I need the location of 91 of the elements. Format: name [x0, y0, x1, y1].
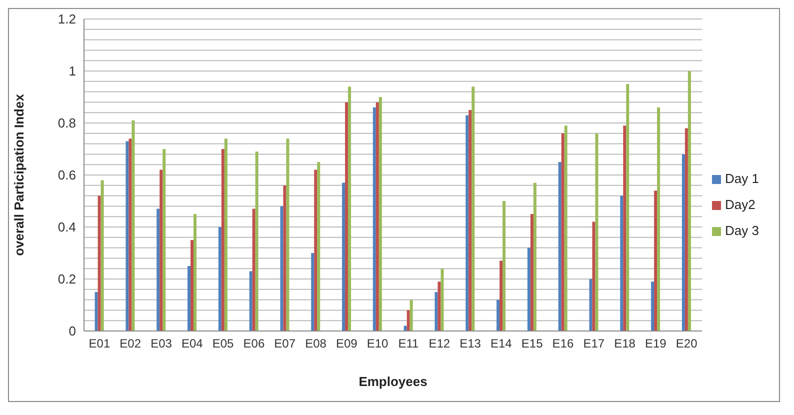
x-tick-label: E15 [521, 336, 544, 351]
bar [657, 107, 660, 331]
x-tick-label: E01 [88, 336, 110, 351]
bar [530, 214, 534, 331]
bar [224, 138, 228, 331]
legend-label: Day 1 [725, 171, 759, 186]
legend-label: Day2 [725, 197, 756, 212]
bar [98, 196, 101, 331]
bar [626, 84, 630, 331]
bar [466, 115, 469, 331]
bar [372, 107, 376, 331]
y-tick-label: 0.2 [58, 272, 76, 287]
bar [592, 222, 596, 331]
bar [221, 149, 224, 331]
bar [162, 149, 166, 331]
x-tick-label: E05 [212, 336, 234, 351]
bar [623, 126, 626, 331]
bar [255, 152, 258, 331]
x-tick-label: E12 [428, 336, 450, 351]
bar [438, 282, 441, 331]
legend-label: Day 3 [725, 223, 759, 238]
bar [533, 182, 536, 331]
bar [561, 133, 564, 331]
bar [283, 185, 286, 331]
x-tick-label: E06 [243, 336, 265, 351]
y-tick-label: 0.6 [58, 168, 76, 183]
x-tick-label: E11 [398, 336, 420, 351]
y-tick-label: 1 [68, 64, 76, 79]
bar [502, 201, 506, 331]
bar [496, 300, 500, 331]
bar [311, 253, 314, 331]
x-tick-label: E07 [274, 336, 296, 351]
bar [440, 268, 444, 331]
bar [564, 126, 568, 331]
bar [342, 182, 346, 331]
x-tick-label: E03 [150, 336, 172, 351]
bar [249, 271, 252, 331]
bar [472, 86, 475, 331]
x-tick-label: E09 [336, 336, 358, 351]
x-tick-label: E19 [645, 336, 667, 351]
bar [654, 190, 658, 331]
x-tick-label: E18 [614, 336, 636, 351]
x-tick-label: E20 [676, 336, 698, 351]
bar [218, 227, 222, 331]
bar [378, 97, 382, 331]
bar [406, 310, 410, 331]
bar [376, 102, 379, 331]
x-tick-label: E02 [120, 336, 142, 351]
bar [500, 260, 503, 331]
bar [317, 162, 320, 331]
bar [188, 266, 191, 331]
bar [194, 214, 197, 331]
bar [468, 110, 472, 331]
bar [589, 279, 592, 331]
bar [132, 120, 135, 331]
x-tick-label: E17 [583, 336, 605, 351]
x-tick-label: E13 [460, 336, 482, 351]
bar [527, 248, 530, 331]
y-tick-label: 0 [68, 324, 76, 339]
bar [94, 292, 98, 331]
bar [286, 138, 290, 331]
y-tick-label: 0.4 [58, 220, 76, 235]
bar [156, 208, 160, 331]
y-tick-label: 0.8 [58, 116, 76, 131]
bar [280, 206, 284, 331]
bar [682, 154, 685, 331]
x-tick-label: E16 [552, 336, 574, 351]
bar [190, 240, 194, 331]
bar [160, 170, 163, 331]
y-tick-label: 1.2 [58, 12, 76, 27]
x-tick-label: E10 [366, 336, 389, 351]
bar [128, 138, 132, 331]
bar [314, 170, 318, 331]
bar [558, 162, 562, 331]
bar [345, 102, 348, 331]
x-tick-label: E08 [305, 336, 327, 351]
bar [100, 180, 104, 331]
bar [410, 300, 413, 331]
bar [434, 292, 438, 331]
bar [252, 208, 256, 331]
x-tick-label: E04 [181, 336, 204, 351]
bar [348, 86, 352, 331]
bar [651, 282, 654, 331]
x-tick-label: E14 [490, 336, 512, 351]
bar [126, 141, 129, 331]
bar [688, 71, 691, 331]
bar [595, 133, 598, 331]
y-axis-title: overall Participation Index [12, 93, 27, 256]
bar [620, 196, 624, 331]
bar [684, 128, 688, 331]
x-axis-title: Employees [358, 374, 428, 389]
